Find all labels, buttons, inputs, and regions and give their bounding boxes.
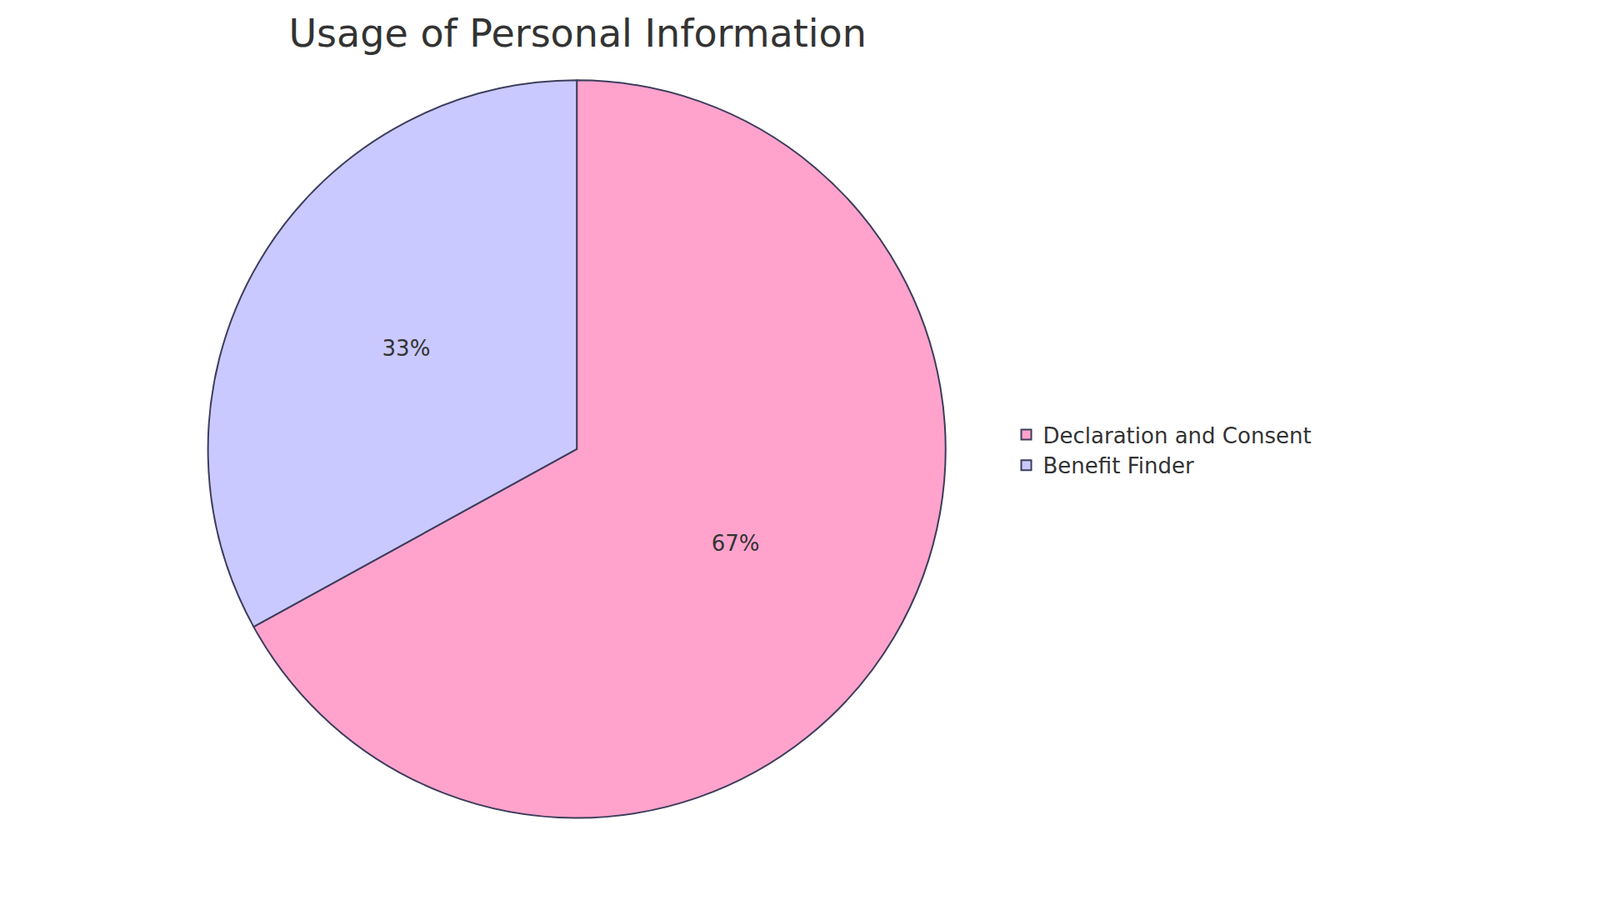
svg-text:Benefit Finder: Benefit Finder (1043, 453, 1195, 479)
svg-text:Usage of Personal Information: Usage of Personal Information (288, 10, 866, 56)
svg-text:Declaration and Consent: Declaration and Consent (1043, 423, 1312, 449)
svg-text:67%: 67% (711, 530, 760, 556)
svg-text:33%: 33% (382, 335, 431, 361)
